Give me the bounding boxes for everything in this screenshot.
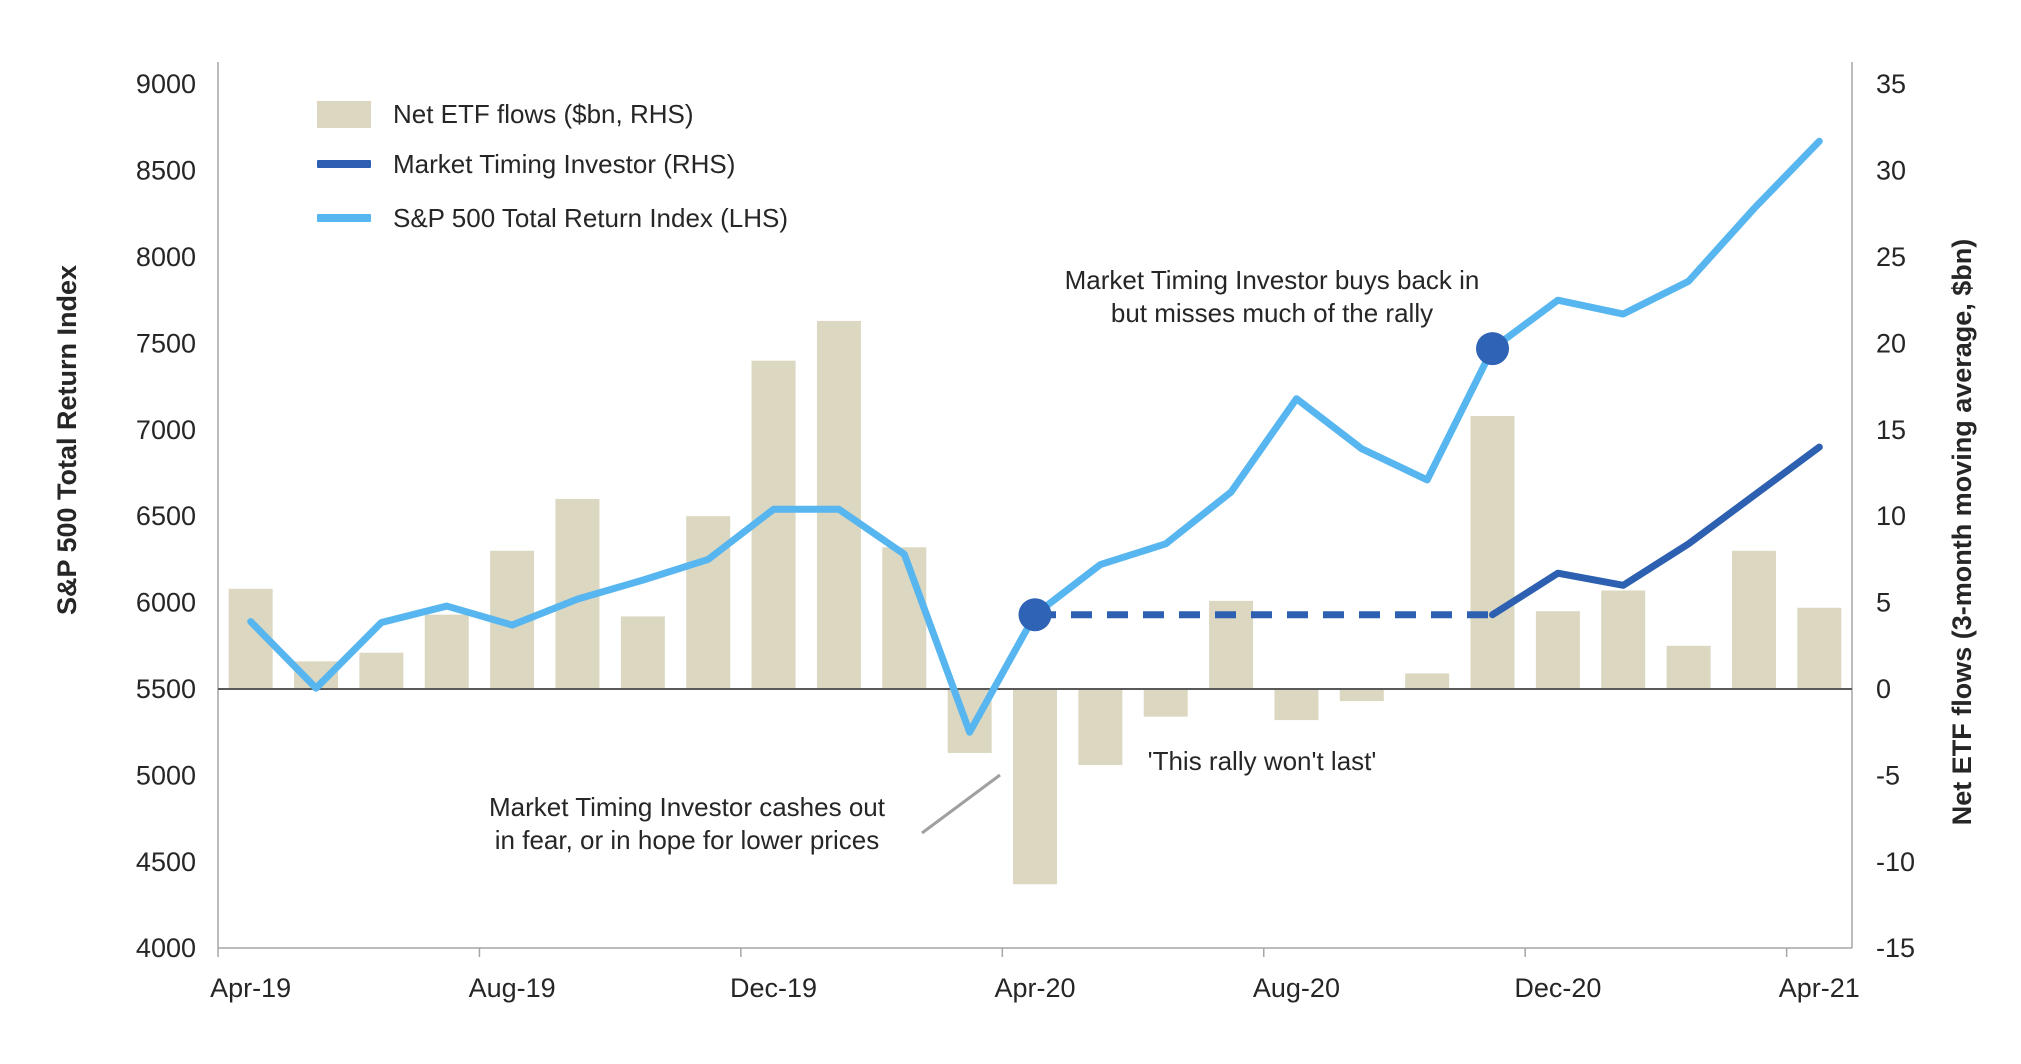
annotation-line: 'This rally won't last' — [1147, 746, 1377, 776]
annotation-rally: 'This rally won't last' — [1062, 745, 1462, 778]
right-axis-tick-label: 25 — [1876, 242, 1906, 272]
annotation-line: Market Timing Investor buys back in — [1064, 265, 1480, 295]
etf-flows-bar-Jun-20 — [1143, 689, 1188, 717]
sp500-swatch-icon — [317, 214, 371, 222]
etf-flows-bar-Oct-19 — [620, 616, 665, 689]
right-axis-tick-label: 0 — [1876, 674, 1891, 704]
x-axis-label-Apr-19: Apr-19 — [210, 973, 291, 1003]
legend-item-market-timing: Market Timing Investor (RHS) — [317, 137, 788, 191]
etf-flows-bar-Dec-20 — [1535, 611, 1580, 689]
left-axis-tick-label: 8000 — [136, 242, 196, 272]
marker-dot-Nov-20 — [1476, 332, 1510, 366]
market-timing-line-solid — [1489, 443, 1823, 619]
etf-flows-bar-Sep-20 — [1339, 689, 1384, 702]
x-axis-label-Apr-21: Apr-21 — [1779, 973, 1860, 1003]
annotation-line: in fear, or in hope for lower prices — [494, 825, 880, 855]
left-axis-tick-label: 7000 — [136, 415, 196, 445]
left-axis-tick-label: 6500 — [136, 501, 196, 531]
legend-item-etf-flows: Net ETF flows ($bn, RHS) — [317, 91, 788, 137]
etf-flows-bar-Jan-21 — [1601, 590, 1646, 689]
annotation-cashes-out: Market Timing Investor cashes out in fea… — [387, 791, 987, 857]
etf-flows-bar-Feb-21 — [1666, 645, 1711, 689]
left-axis-tick-label: 4000 — [136, 933, 196, 963]
right-axis-tick-label: 30 — [1876, 156, 1906, 186]
right-axis-tick-label: 5 — [1876, 588, 1891, 618]
etf-flows-bar-May-20 — [1078, 689, 1123, 766]
etf-flows-bar-Jun-19 — [359, 652, 404, 689]
etf-flows-bar-Mar-21 — [1731, 550, 1776, 689]
x-axis-label-Apr-20: Apr-20 — [994, 973, 1075, 1003]
legend: Net ETF flows ($bn, RHS) Market Timing I… — [317, 91, 788, 245]
left-axis-tick-label: 4500 — [136, 847, 196, 877]
right-axis-tick-label: -15 — [1876, 933, 1915, 963]
x-axis-label-Aug-20: Aug-20 — [1253, 973, 1340, 1003]
right-axis-tick-label: -10 — [1876, 847, 1915, 877]
etf-flows-bar-Nov-20 — [1470, 415, 1515, 689]
right-axis-tick-label: -5 — [1876, 760, 1900, 790]
right-axis-tick-label: 10 — [1876, 501, 1906, 531]
x-axis-label-Aug-19: Aug-19 — [469, 973, 556, 1003]
legend-label: S&P 500 Total Return Index (LHS) — [393, 202, 789, 233]
etf-flows-bar-Jul-19 — [424, 614, 469, 689]
annotation-line: but misses much of the rally — [1110, 298, 1434, 328]
etf-flows-bar-Nov-19 — [686, 516, 731, 689]
left-axis-tick-label: 5500 — [136, 674, 196, 704]
annotation-line: Market Timing Investor cashes out — [489, 792, 885, 822]
left-axis-tick-label: 6000 — [136, 588, 196, 618]
marker-dot-Apr-20 — [1018, 598, 1052, 632]
etf-flows-bar-Jan-20 — [816, 320, 861, 689]
legend-label: Net ETF flows ($bn, RHS) — [393, 98, 694, 129]
left-axis-tick-label: 7500 — [136, 328, 196, 358]
left-axis-tick-label: 8500 — [136, 156, 196, 186]
left-axis-tick-label: 5000 — [136, 760, 196, 790]
annotation-buys-back: Market Timing Investor buys back in but … — [972, 264, 1572, 330]
x-axis-label-Dec-20: Dec-20 — [1514, 973, 1601, 1003]
right-axis-tick-label: 20 — [1876, 328, 1906, 358]
annotation-leader-line — [921, 773, 1001, 835]
right-axis-title: Net ETF flows (3-month moving average, $… — [1947, 238, 1977, 826]
market-timing-swatch-icon — [317, 160, 371, 168]
right-axis-tick-label: 35 — [1876, 69, 1906, 99]
legend-item-sp500: S&P 500 Total Return Index (LHS) — [317, 191, 788, 245]
etf-flows-bar-Feb-20 — [882, 547, 927, 689]
etf-flows-bar-Aug-20 — [1274, 689, 1319, 721]
etf-flows-bar-Apr-20 — [1013, 689, 1057, 885]
legend-label: Market Timing Investor (RHS) — [393, 148, 736, 179]
right-axis-tick-label: 15 — [1876, 415, 1906, 445]
etf-flows-bar-Apr-21 — [1797, 607, 1842, 689]
etf-flows-swatch-icon — [317, 100, 371, 128]
left-axis-tick-label: 9000 — [136, 69, 196, 99]
x-axis-label-Dec-19: Dec-19 — [730, 973, 817, 1003]
left-axis-title: S&P 500 Total Return Index — [52, 264, 82, 616]
etf-flows-bar-Oct-20 — [1405, 673, 1450, 689]
